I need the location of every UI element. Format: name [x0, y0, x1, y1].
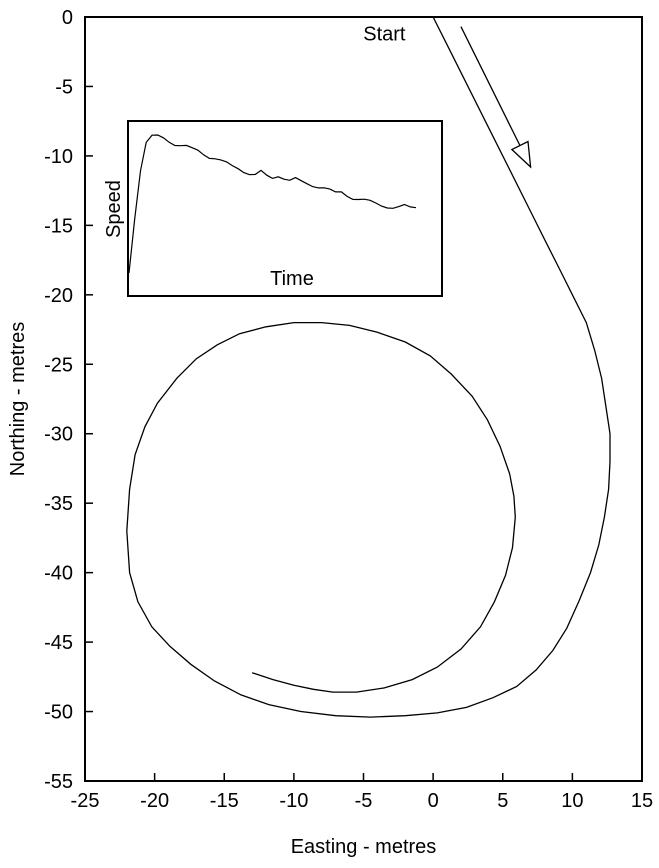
start-annotation: Start [363, 24, 406, 46]
y-tick-label: -35 [44, 493, 73, 515]
x-tick-label: -10 [279, 790, 308, 812]
x-tick-label: -20 [140, 790, 169, 812]
x-tick-label: 15 [631, 790, 653, 812]
x-tick-label: -25 [71, 790, 100, 812]
y-axis-label: Northing - metres [7, 322, 29, 477]
y-tick-label: -50 [44, 702, 73, 724]
y-tick-label: -15 [44, 215, 73, 237]
x-tick-label: -15 [210, 790, 239, 812]
x-tick-label: 0 [428, 790, 439, 812]
y-tick-label: 0 [62, 7, 73, 29]
y-tick-label: -5 [55, 76, 73, 98]
y-tick-label: -30 [44, 424, 73, 446]
y-tick-label: -55 [44, 771, 73, 793]
y-tick-label: -45 [44, 632, 73, 654]
y-tick-label: -10 [44, 146, 73, 168]
direction-arrow-head [510, 140, 532, 169]
y-tick-label: -25 [44, 354, 73, 376]
inset-y-axis-label: Speed [103, 180, 125, 238]
speed-line [128, 134, 417, 274]
x-tick-label: 10 [561, 790, 583, 812]
inset-x-axis-label: Time [270, 268, 314, 290]
x-tick-label: -5 [355, 790, 373, 812]
trajectory-line [126, 16, 611, 718]
direction-arrow-shaft [460, 26, 521, 146]
y-tick-label: -20 [44, 285, 73, 307]
x-axis-label: Easting - metres [291, 836, 437, 858]
y-tick-label: -40 [44, 563, 73, 585]
x-tick-label: 5 [497, 790, 508, 812]
